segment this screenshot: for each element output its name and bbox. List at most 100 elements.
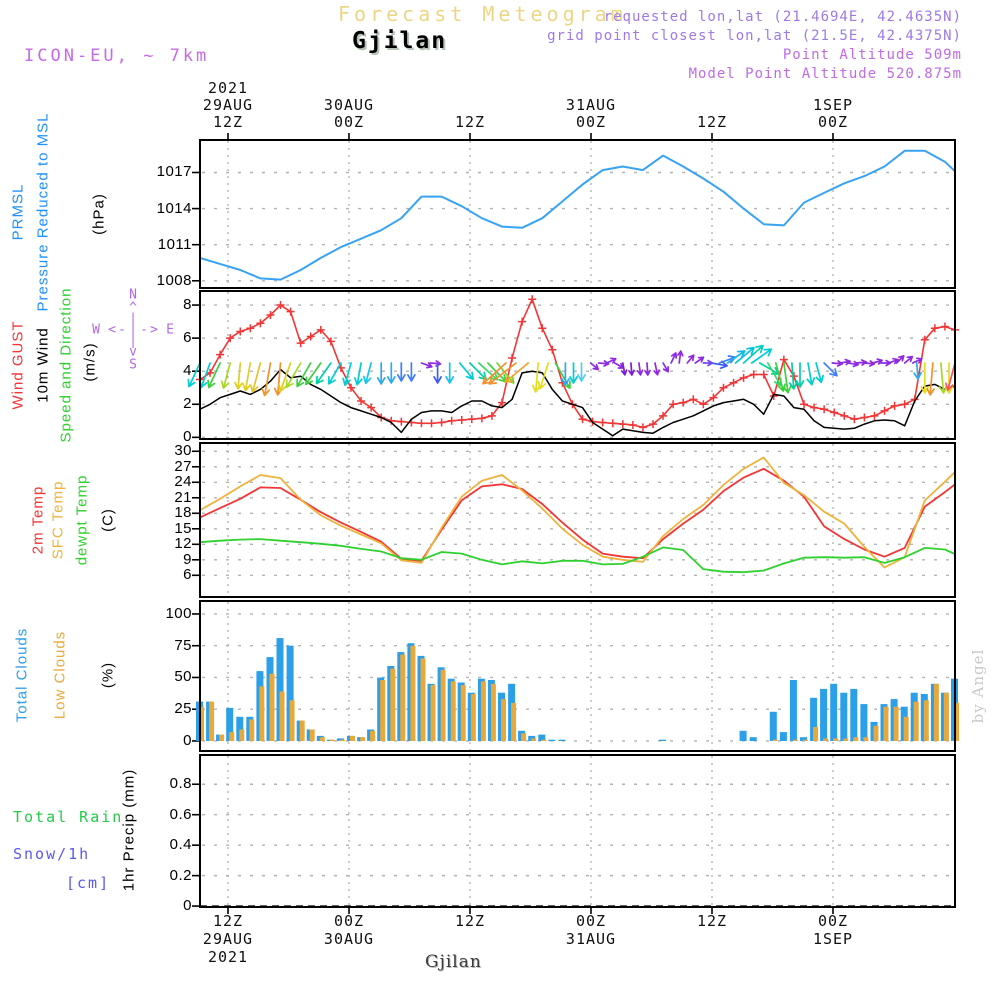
compass-glyph: | <box>129 311 137 327</box>
label-c-unit: (C) <box>99 508 117 532</box>
gust-marker <box>538 324 547 333</box>
wind-direction-arrow <box>726 350 746 364</box>
model-name: ICON-EU, ~ 7km <box>24 46 210 66</box>
wind-direction-arrow <box>815 362 824 384</box>
y-tick-label: 27 <box>174 458 192 475</box>
gust-marker <box>357 396 366 405</box>
wind-direction-arrow <box>636 362 644 376</box>
y-tick-label: 12 <box>174 535 192 552</box>
low-clouds-bar <box>339 739 345 741</box>
x-date-label-bottom: 1SEP <box>812 930 854 948</box>
total-clouds-bar <box>548 739 556 741</box>
compass-glyph: | <box>129 322 137 338</box>
wind-direction-arrow <box>734 346 755 364</box>
y-tick-label: 24 <box>174 473 192 490</box>
low-clouds-bar <box>903 716 909 741</box>
total-clouds-bar <box>850 688 858 741</box>
gust-marker <box>518 317 527 326</box>
gust-marker <box>638 423 647 432</box>
wind-direction-arrow <box>823 362 838 377</box>
wind-direction-arrow <box>620 362 628 376</box>
gust-marker <box>810 403 819 412</box>
low-clouds-bar <box>501 699 506 741</box>
x-date-label-bottom: 29AUG <box>202 930 254 948</box>
low-clouds-bar <box>269 673 275 741</box>
wind-direction-arrow <box>328 362 342 385</box>
gust-marker <box>467 415 476 424</box>
gust-marker <box>608 419 617 428</box>
low-clouds-bar <box>209 701 215 741</box>
x-tick-label-bottom: 00Z <box>575 912 607 930</box>
total-clouds-bar <box>558 739 566 741</box>
label-prmsl: PRMSL <box>9 183 27 241</box>
2m-temp-curve <box>199 467 956 562</box>
wind-direction-arrow <box>220 362 232 389</box>
label-snow: Snow/1h <box>13 845 91 863</box>
gust-marker <box>860 413 869 422</box>
compass-glyph: E <box>166 322 174 338</box>
y-tick-label: 6 <box>183 329 192 346</box>
low-clouds-bar <box>350 735 355 741</box>
gust-marker <box>437 418 446 427</box>
x-tick-label-bottom: 12Z <box>696 912 728 930</box>
wind-direction-arrow <box>187 362 201 388</box>
sfc-temp-curve <box>199 456 956 569</box>
wind-direction-arrow <box>895 355 905 364</box>
y-tick-label: 30 <box>174 442 192 459</box>
panel-frame-precip <box>199 754 956 908</box>
low-clouds-bar <box>249 719 255 741</box>
wind-direction-arrow <box>354 362 363 386</box>
total-clouds-bar <box>830 683 838 741</box>
gust-marker <box>930 324 939 333</box>
wind-direction-arrow <box>795 362 805 388</box>
y-tick-label: 100 <box>165 605 192 622</box>
y-tick-label: 0.2 <box>169 867 192 884</box>
wind-direction-arrow <box>871 358 883 365</box>
wind-direction-arrow <box>887 357 899 365</box>
label-low-clouds: Low Clouds <box>51 630 69 720</box>
low-clouds-bar <box>893 706 899 741</box>
compass-glyph: v <box>129 344 137 360</box>
x-tick-label-top: 12Z <box>696 113 728 131</box>
wind-direction-arrow <box>644 362 651 376</box>
low-clouds-bar <box>933 683 939 741</box>
header-meta: requested lon,lat (21.4694E, 42.4635N) g… <box>547 8 962 84</box>
label-ms-unit: (m/s) <box>81 342 99 382</box>
gust-marker <box>940 322 949 331</box>
gust-marker <box>296 339 305 348</box>
byline: by Angel <box>969 648 987 724</box>
label-total-clouds: Total Clouds <box>13 627 31 723</box>
low-clouds-bar <box>289 700 295 741</box>
total-clouds-bar <box>749 737 757 741</box>
panel-frame-wind <box>199 290 956 440</box>
gust-marker <box>649 420 658 429</box>
low-clouds-bar <box>923 700 929 741</box>
wind-direction-arrow <box>676 350 684 364</box>
gust-marker <box>598 418 607 427</box>
label-speed-direction: Speed and Direction <box>57 287 75 443</box>
low-clouds-bar <box>259 686 265 741</box>
low-clouds-bar <box>863 737 869 741</box>
y-tick-label: 1011 <box>157 236 192 253</box>
wind-direction-arrow <box>750 348 773 364</box>
y-tick-label: 0.8 <box>169 775 192 792</box>
label-precip-axis: 1hr Precip (mm) <box>120 768 138 892</box>
wind-direction-arrow <box>207 362 221 389</box>
low-clouds-bar <box>943 692 949 741</box>
gust-marker <box>719 383 728 392</box>
x-tick-label-bottom: 00Z <box>333 912 365 930</box>
total-clouds-bar <box>659 739 667 741</box>
x-tick-label-bottom: 12Z <box>212 912 244 930</box>
wind-direction-arrow <box>458 362 475 380</box>
wind-direction-arrow <box>305 362 322 386</box>
compass-glyph: | <box>129 333 137 349</box>
gust-marker <box>900 400 909 409</box>
x-tick-label-top: 00Z <box>575 113 607 131</box>
wind-direction-arrow <box>429 360 442 367</box>
low-clouds-bar <box>309 729 315 741</box>
y-tick-label: 25 <box>174 700 192 717</box>
wind-direction-arrow <box>788 362 798 390</box>
label-2m-temp: 2m Temp <box>29 485 47 555</box>
x-tick-label-bottom: 00Z <box>817 912 849 930</box>
total-clouds-bar <box>840 692 848 741</box>
